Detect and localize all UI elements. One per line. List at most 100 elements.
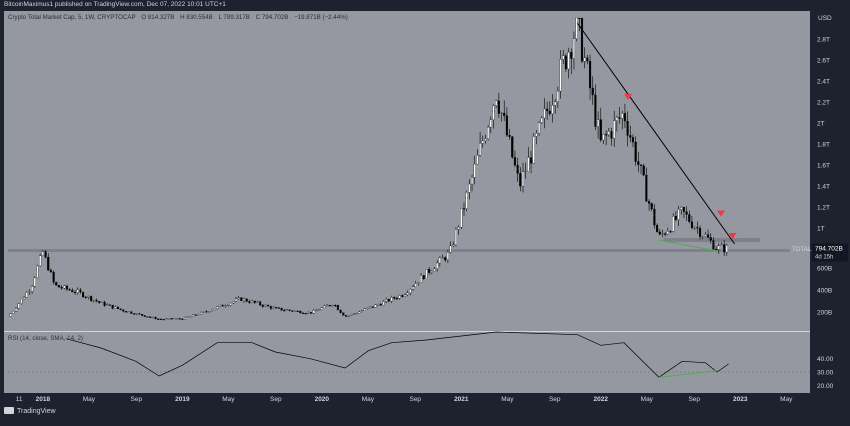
candle-body bbox=[387, 299, 390, 302]
publisher-line: BitcoinMaximus1 published on TradingView… bbox=[4, 1, 226, 8]
candle-body bbox=[468, 183, 471, 193]
candle-body bbox=[14, 308, 18, 312]
candle-body bbox=[685, 211, 688, 215]
candle-body bbox=[693, 227, 696, 229]
candle-body bbox=[436, 262, 439, 270]
candle-body bbox=[521, 171, 525, 187]
total-tag-countdown: 4d 15h bbox=[815, 255, 833, 261]
candle-body bbox=[122, 309, 125, 312]
symbol-name[interactable]: Crypto Total Market Cap, 5, 1W, CRYPTOCA… bbox=[8, 14, 136, 21]
candle-body bbox=[390, 297, 393, 302]
candle-body bbox=[264, 304, 267, 307]
candle-body bbox=[672, 216, 675, 232]
candle-body bbox=[658, 231, 661, 235]
candle-body bbox=[31, 286, 34, 292]
candle-body bbox=[143, 315, 146, 317]
candle-body bbox=[586, 57, 589, 62]
candle-body bbox=[637, 161, 640, 165]
time-tick-label: Sep bbox=[270, 396, 282, 403]
candle-body bbox=[197, 314, 200, 316]
candle-body bbox=[688, 214, 691, 222]
candle-body bbox=[146, 316, 149, 318]
candle-body bbox=[350, 313, 353, 316]
candle-body bbox=[154, 316, 157, 320]
candle-body bbox=[417, 282, 420, 284]
annotations bbox=[577, 22, 737, 252]
price-tick-label: 1.8T bbox=[817, 142, 830, 149]
candle-body bbox=[135, 313, 138, 315]
time-axis: 11 2018 May Sep 2019 May Sep 2020 May Sep 2021 May S… bbox=[16, 396, 793, 403]
candle-body bbox=[465, 192, 468, 209]
candle-body bbox=[487, 126, 490, 139]
candle-body bbox=[229, 302, 232, 306]
candle-body bbox=[162, 319, 165, 321]
price-pane-background bbox=[4, 11, 810, 331]
candle-body bbox=[626, 120, 629, 136]
tradingview-brand[interactable]: TradingView bbox=[4, 407, 56, 415]
candle-body bbox=[202, 311, 205, 313]
candle-body bbox=[556, 90, 559, 103]
candle-body bbox=[245, 298, 248, 302]
candle-body bbox=[580, 17, 584, 62]
candle-body bbox=[12, 310, 15, 314]
candle-body bbox=[352, 313, 356, 315]
candle-body bbox=[41, 251, 44, 256]
ohlc-change: −19.871B (−2.44%) bbox=[294, 14, 348, 21]
candle-body bbox=[189, 316, 192, 318]
ohlc-low: L 789.317B bbox=[218, 14, 250, 21]
candle-body bbox=[524, 170, 527, 173]
price-tick-label: 2.2T bbox=[817, 100, 830, 107]
time-tick-label: May bbox=[780, 396, 793, 403]
candle-body bbox=[103, 301, 106, 306]
candle-body bbox=[141, 314, 144, 316]
candle-body bbox=[382, 301, 385, 306]
candle-body bbox=[420, 275, 423, 283]
candle-body bbox=[63, 285, 66, 289]
candle-body bbox=[98, 301, 101, 303]
candle-body bbox=[95, 299, 98, 302]
candle-body bbox=[253, 300, 256, 303]
candle-body bbox=[473, 163, 476, 178]
candle-body bbox=[226, 304, 229, 307]
candle-body bbox=[39, 255, 42, 267]
candle-body bbox=[76, 289, 79, 293]
candle-body bbox=[310, 312, 313, 314]
candle-body bbox=[68, 289, 71, 291]
candle-body bbox=[623, 113, 626, 122]
candle-body bbox=[583, 57, 586, 62]
candle-body bbox=[124, 311, 128, 313]
candle-body bbox=[342, 312, 345, 316]
candle-body bbox=[9, 313, 12, 317]
candle-body bbox=[242, 298, 246, 301]
candle-body bbox=[422, 275, 425, 279]
candle-body bbox=[701, 236, 704, 238]
candle-body bbox=[704, 234, 707, 237]
candle-body bbox=[167, 318, 170, 320]
candle-body bbox=[259, 301, 262, 306]
candle-body bbox=[151, 316, 154, 319]
candle-body bbox=[425, 269, 428, 279]
price-tick-label: 2.8T bbox=[817, 37, 830, 44]
rsi-line bbox=[66, 331, 729, 378]
candle-body bbox=[572, 38, 576, 59]
candle-body bbox=[302, 312, 305, 314]
candle-body bbox=[221, 304, 224, 307]
candle-body bbox=[127, 311, 130, 313]
candle-body bbox=[100, 301, 103, 303]
candle-body bbox=[597, 119, 600, 127]
candle-body bbox=[355, 313, 358, 315]
candle-body bbox=[192, 314, 195, 317]
price-tick-label: 1T bbox=[817, 226, 825, 233]
candle-body bbox=[336, 305, 339, 311]
candle-body bbox=[170, 318, 173, 320]
rsi-indicator-label[interactable]: RSI (14, close, SMA, 14, 2) bbox=[8, 335, 83, 342]
candle-body bbox=[452, 244, 455, 246]
candle-body bbox=[17, 303, 20, 309]
candle-body bbox=[677, 209, 680, 220]
price-tick-label: 200B bbox=[817, 310, 832, 317]
tradingview-logo-icon bbox=[4, 407, 14, 414]
candle-body bbox=[358, 311, 361, 314]
candle-body bbox=[492, 105, 495, 120]
candle-body bbox=[696, 227, 699, 229]
candle-body bbox=[347, 315, 350, 317]
